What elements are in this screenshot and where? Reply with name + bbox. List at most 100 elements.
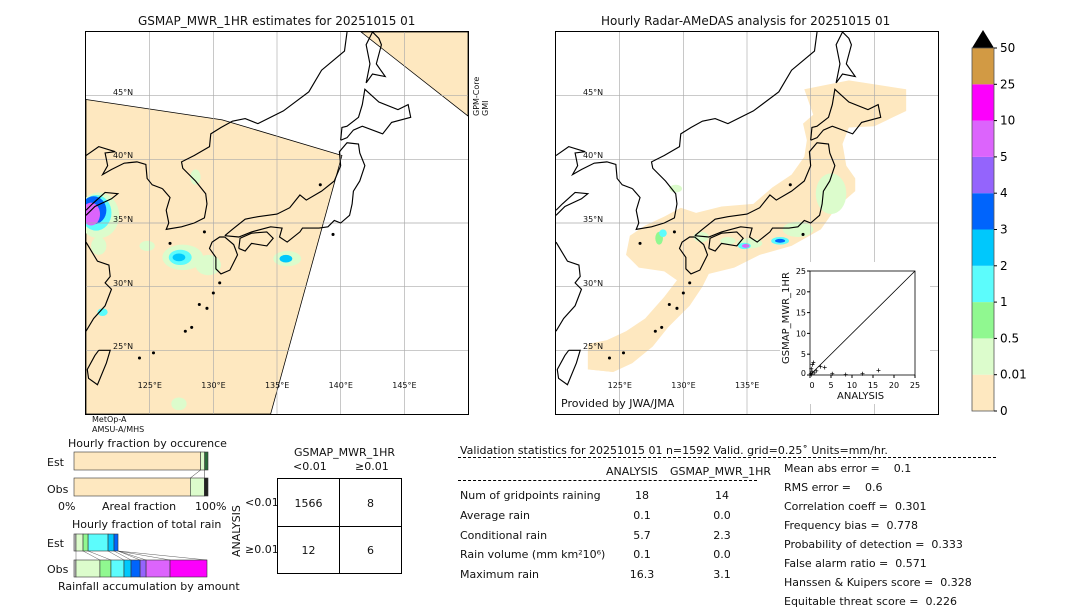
scatter-point xyxy=(809,372,814,377)
colorbar-tick-label: 50 xyxy=(1000,41,1015,55)
coastline xyxy=(694,142,836,243)
island xyxy=(653,329,657,333)
stats-row-label: Maximum rain xyxy=(460,568,539,582)
cell-miss: 12 xyxy=(301,544,316,557)
analysis-coverage xyxy=(587,331,627,372)
occurrence-row-est: Est xyxy=(47,456,64,469)
colorbar-tick-label: 5 xyxy=(1000,150,1008,164)
one-to-one-line xyxy=(809,270,916,376)
coastline xyxy=(238,231,274,252)
colorbar-segment xyxy=(972,302,994,339)
y-tick-label: 20 xyxy=(796,288,806,297)
y-tick-label: 15 xyxy=(796,309,806,318)
lon-label: 135°E xyxy=(734,381,760,390)
island xyxy=(788,183,792,187)
island xyxy=(672,230,676,234)
rain-segment xyxy=(99,559,112,578)
coastline xyxy=(556,241,583,332)
colorbar-tick-label: 1 xyxy=(1000,295,1008,309)
island xyxy=(638,241,642,245)
rain-segment xyxy=(169,559,208,578)
scatter-point xyxy=(814,368,819,373)
scatter-plot: 00 5 5 10 10 15 15 20 20 25 25 xyxy=(796,267,920,390)
island xyxy=(190,325,194,329)
stats-row-gsmap: 3.1 xyxy=(713,568,731,582)
occurrence-title: Hourly fraction by occurence xyxy=(68,437,227,450)
sensor-label-bottom: MetOp-A AMSU-A/MHS xyxy=(92,415,144,435)
rain-patch xyxy=(659,229,667,238)
y-tick-label: 5 xyxy=(801,350,806,359)
rain-segment xyxy=(113,533,119,552)
scatter-inset: 0 0 5 5 10 10 15 15 20 20 25 25 ANALYSIS GSMAP_MWR_… xyxy=(780,262,930,404)
island xyxy=(211,291,215,295)
colorbar-extend-arrow xyxy=(972,30,994,48)
rain-segment xyxy=(110,559,125,578)
scatter-point xyxy=(811,360,816,365)
lat-label: 25°N xyxy=(113,342,134,352)
coastline xyxy=(224,142,366,243)
colorbar-tick-label: 4 xyxy=(1000,186,1008,200)
coastline xyxy=(86,191,120,216)
coastline xyxy=(161,32,348,231)
occurrence-xlabel-right: 100% xyxy=(195,500,227,513)
stats-row-analysis: 16.3 xyxy=(629,568,655,582)
rain-segment xyxy=(123,559,132,578)
lat-label: 40°N xyxy=(583,151,604,161)
contingency-row-header: ANALYSIS xyxy=(230,505,243,557)
stats-row-gsmap: 0.0 xyxy=(713,508,731,522)
scatter-point xyxy=(808,371,813,376)
colorbar-segment xyxy=(972,120,994,157)
island xyxy=(183,329,187,333)
rain-segment xyxy=(75,559,101,578)
score-line: Mean abs error = 0.1 xyxy=(784,462,912,475)
scatter-point xyxy=(809,366,814,371)
right-map-title: Hourly Radar-AMeDAS analysis for 2025101… xyxy=(601,14,891,28)
connector-line xyxy=(82,550,101,561)
connector-line xyxy=(117,550,147,561)
island xyxy=(688,281,692,285)
coastline xyxy=(86,241,113,332)
sensor-label-top: GPM-Core GMI xyxy=(472,77,490,116)
contingency-table: 1566 8 12 6 xyxy=(277,478,402,574)
score-line: Equitable threat score = 0.226 xyxy=(784,595,957,608)
score-line: Probability of detection = 0.333 xyxy=(784,538,963,551)
colorbar-segment xyxy=(972,229,994,266)
colorbar: 0 0.01 0.5 1 2 3 4 5 10 25 50 xyxy=(971,30,1027,418)
lat-label: 35°N xyxy=(113,214,134,224)
colorbar-segment xyxy=(972,84,994,121)
sensor-line: AMSU-A/MHS xyxy=(92,425,145,434)
connector-line xyxy=(113,550,132,561)
swath-area xyxy=(360,32,468,117)
occurrence-segment xyxy=(200,451,205,471)
divider xyxy=(278,526,401,527)
rain-segment xyxy=(107,533,115,552)
connector-line xyxy=(118,550,208,561)
coastline xyxy=(708,231,744,252)
stats-row-analysis: 18 xyxy=(635,489,649,502)
occurrence-segment xyxy=(73,451,201,471)
scatter-ylabel: GSMAP_MWR_1HR xyxy=(781,272,792,364)
scatter-point xyxy=(810,362,815,367)
stats-row-gsmap: 0.0 xyxy=(713,548,731,562)
coastline xyxy=(556,191,590,216)
colorbar-tick-label: 0 xyxy=(1000,404,1008,418)
colorbar-tick-label: 10 xyxy=(1000,114,1015,128)
colorbar-segment xyxy=(972,265,994,303)
connector-line xyxy=(88,550,112,561)
island xyxy=(151,351,156,355)
island xyxy=(607,356,612,360)
total-rain-row-est: Est xyxy=(47,537,64,550)
stats-title: Validation statistics for 20251015 01 n=… xyxy=(460,444,888,457)
cell-hit: 6 xyxy=(367,544,374,557)
connector-line xyxy=(117,550,141,561)
island xyxy=(621,351,626,355)
lon-label: 135°E xyxy=(264,381,290,390)
sensor-line: MetOp-A xyxy=(92,415,127,424)
lat-label: 45°N xyxy=(583,87,604,97)
coastline xyxy=(556,145,633,190)
stats-row-analysis: 0.1 xyxy=(633,548,651,562)
scatter-point xyxy=(830,371,835,376)
island xyxy=(137,356,142,360)
stats-row-gsmap: 2.3 xyxy=(713,528,731,542)
right-map-canvas xyxy=(556,32,938,414)
